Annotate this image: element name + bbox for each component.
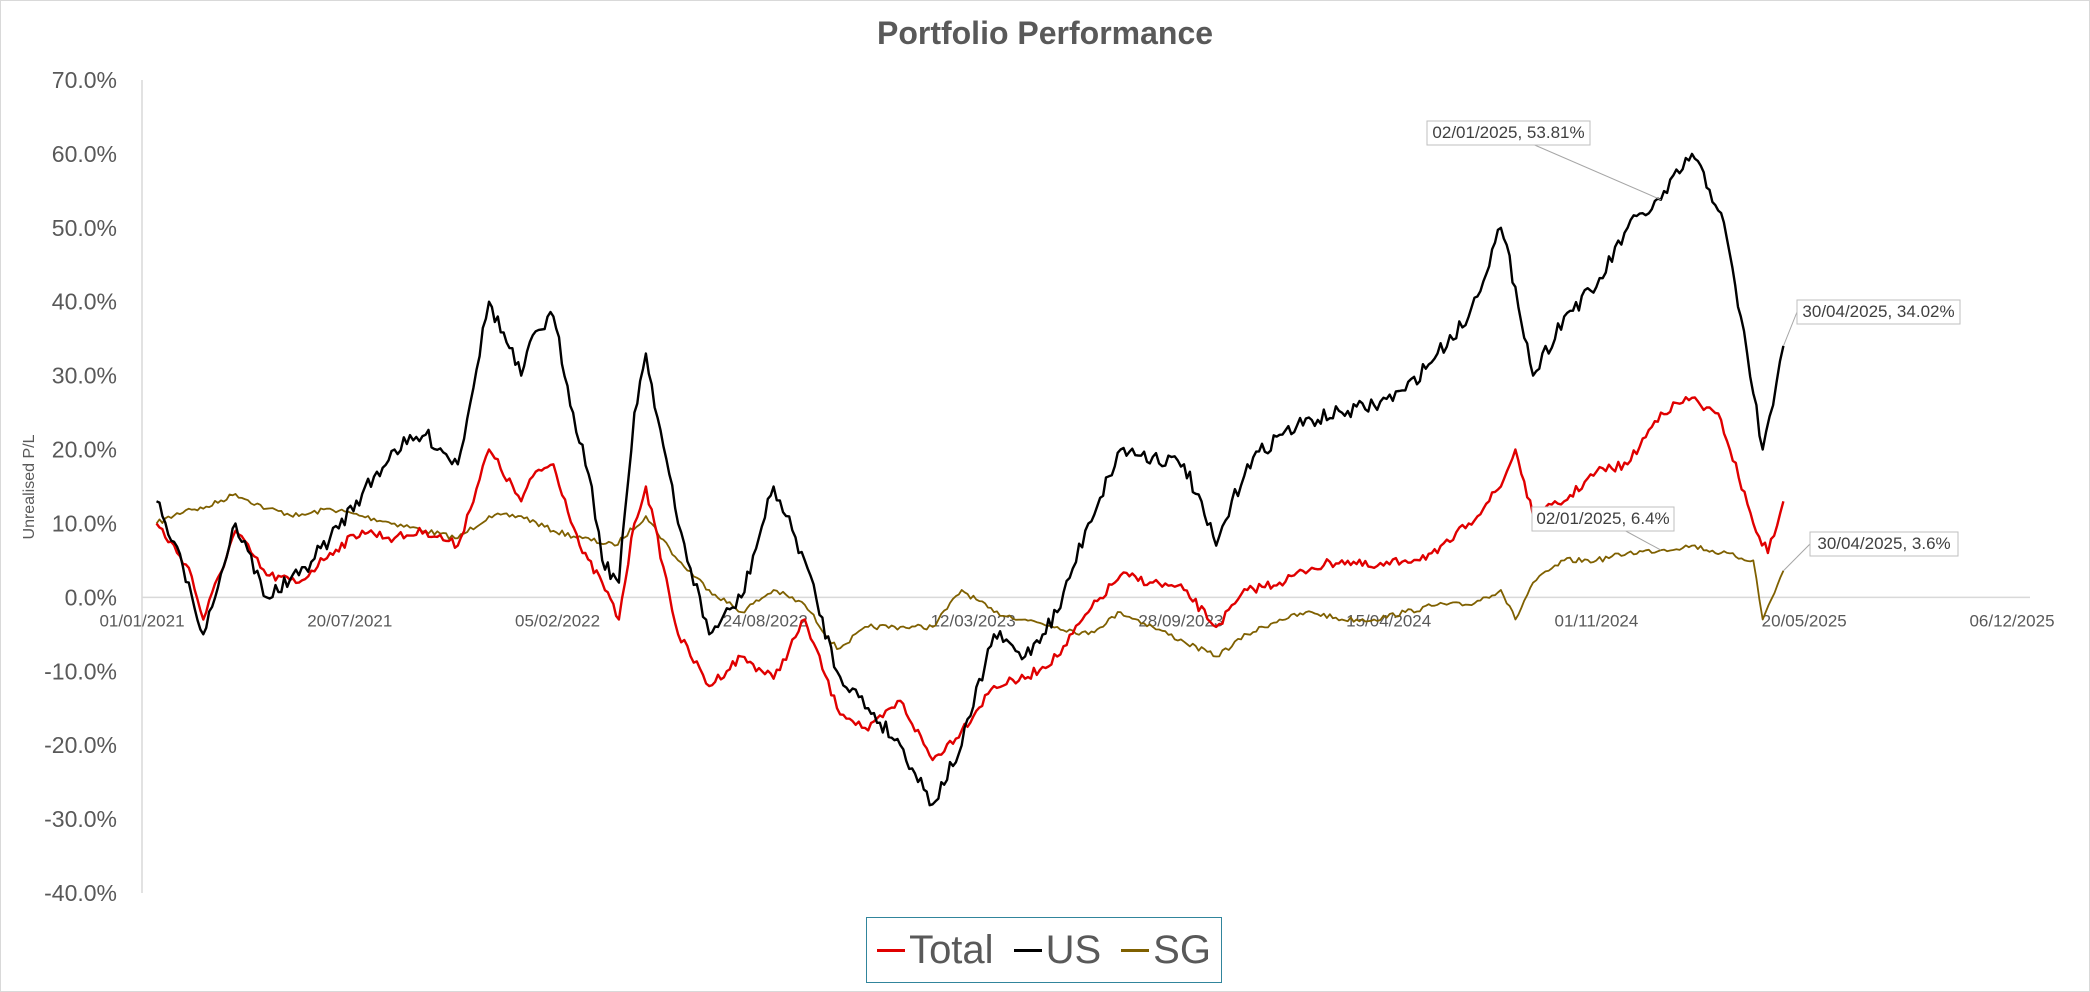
callout-leader [1782,311,1798,347]
callout-label: 02/01/2025, 53.81% [1432,123,1584,142]
chart-title: Portfolio Performance [877,15,1213,51]
callout-box [1531,506,1675,532]
x-tick-label: 28/09/2023 [1138,611,1223,630]
legend-label-sg: SG [1153,927,1211,972]
callout-leader [1783,543,1811,572]
y-tick-label: 30.0% [52,363,117,389]
y-tick-label: 0.0% [65,584,117,610]
y-tick-label: 70.0% [52,67,117,93]
series-line-us [156,152,1785,807]
x-tick-label: 20/07/2021 [307,611,392,630]
axes: 70.0% 60.0% 50.0% 40.0% 30.0% 20.0% 10.0% 0.0% -… [44,67,2054,906]
legend: Total US SG [866,917,1222,983]
data-callouts: 02/01/2025, 53.81% 30/04/2025, 34.02% 02/0… [1426,120,1961,572]
legend-label-us: US [1045,927,1102,972]
x-tick-label: 12/03/2023 [931,611,1016,630]
callout-box [1796,299,1961,325]
x-tick-label: 20/05/2025 [1762,611,1847,630]
y-tick-label: -20.0% [44,732,117,758]
x-tick-label: 15/04/2024 [1346,611,1431,630]
callout-label: 30/04/2025, 3.6% [1817,534,1950,553]
legend-swatch-total [877,948,906,952]
legend-item-sg: SG [1121,928,1211,973]
y-tick-label: 20.0% [52,437,117,463]
series-lines [155,152,1785,807]
y-tick-label: 10.0% [52,510,117,536]
callout-label: 02/01/2025, 6.4% [1536,509,1669,528]
callout-box [1809,531,1959,557]
y-tick-label: 40.0% [52,289,117,315]
x-tick-label: 01/01/2021 [99,611,184,630]
x-tick-label: 06/12/2025 [1969,611,2054,630]
y-axis-label: Unrealised P/L [21,434,38,539]
legend-label-total: Total [909,927,994,972]
legend-swatch-sg [1121,948,1150,952]
legend-item-total: Total [877,928,994,973]
callout-leader [1534,144,1662,201]
callout-label: 30/04/2025, 34.02% [1802,302,1954,321]
y-tick-label: -40.0% [44,880,117,906]
x-tick-label: 01/11/2024 [1555,611,1639,630]
legend-swatch-us [1013,948,1042,952]
y-tick-label: 50.0% [52,215,117,241]
callout-box [1426,120,1591,146]
legend-item-us: US [1013,927,1102,973]
y-tick-label: -30.0% [44,806,117,832]
y-tick-label: 60.0% [52,141,117,167]
y-tick-label: -10.0% [44,658,117,684]
callout-leader [1625,530,1662,551]
x-tick-label: 05/02/2022 [515,611,600,630]
x-tick-label: 24/08/2022 [723,611,808,630]
